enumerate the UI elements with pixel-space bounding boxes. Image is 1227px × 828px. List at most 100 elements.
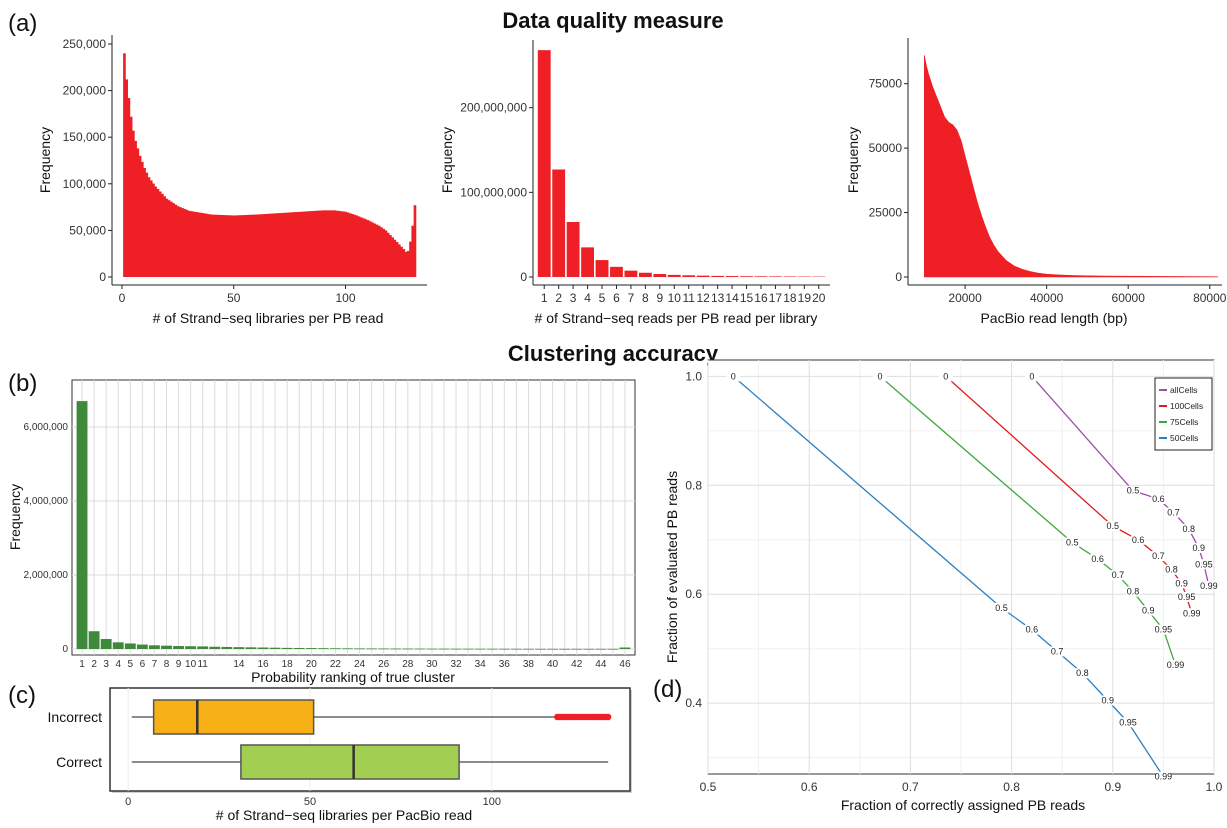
point-label: 0.9 — [1175, 578, 1188, 588]
histogram-bar — [368, 221, 372, 277]
point-label: 0.7 — [1167, 508, 1180, 518]
point-label-backdrop — [1201, 581, 1216, 592]
histogram-bar — [156, 189, 160, 277]
x-tick-label: 16 — [754, 291, 768, 305]
point-label: 0.95 — [1155, 625, 1173, 635]
y-tick-label: 150,000 — [63, 130, 107, 144]
box — [152, 699, 315, 735]
histogram-bar — [353, 214, 356, 277]
point-label-backdrop — [1184, 608, 1199, 619]
x-tick-label: 11 — [197, 659, 208, 670]
histogram-bar — [319, 210, 323, 277]
bar — [498, 648, 510, 650]
histogram-bar — [299, 211, 303, 277]
y-tick-label: 2,000,000 — [24, 570, 69, 581]
point-label-backdrop — [1100, 695, 1115, 706]
x-tick-label: 7 — [152, 659, 158, 670]
x-tick-label: 14 — [233, 659, 245, 670]
x-tick-label: 1.0 — [1206, 780, 1223, 794]
histogram-bar — [254, 214, 258, 277]
y-tick-label: 0 — [895, 270, 902, 284]
bar — [269, 647, 281, 649]
histogram-bar — [261, 214, 265, 277]
y-tick-label: 25000 — [869, 206, 903, 220]
bar — [414, 648, 426, 650]
bar — [378, 648, 390, 650]
bar — [221, 646, 233, 649]
point-label: 0.8 — [1182, 524, 1195, 534]
histogram-bar — [147, 177, 151, 277]
y-tick-label: 0.8 — [685, 478, 702, 492]
x-tick-label: 10 — [668, 291, 682, 305]
y-tick-label: 75000 — [869, 77, 903, 91]
histogram-bar — [163, 196, 166, 277]
x-tick-label: 40000 — [1030, 291, 1064, 305]
x-tick-label: 50 — [227, 291, 241, 305]
histogram-bar — [241, 215, 245, 277]
bar — [566, 221, 580, 277]
histogram-bar — [391, 237, 394, 277]
histogram-bar — [167, 200, 171, 277]
x-tick-label: 40 — [547, 659, 559, 670]
histogram-bar — [170, 201, 173, 277]
histogram-bar — [232, 215, 236, 277]
histogram-bar — [360, 217, 363, 277]
point-label: 0.7 — [1112, 570, 1125, 580]
point-label-backdrop — [1120, 717, 1135, 728]
x-tick-label: 36 — [499, 659, 511, 670]
histogram-bar — [136, 148, 140, 277]
bar — [185, 646, 197, 649]
histogram-bar — [304, 211, 307, 277]
bar — [559, 648, 571, 650]
x-tick-label: 13 — [711, 291, 725, 305]
point-label: 0.5 — [1127, 486, 1140, 496]
point-label-backdrop — [1065, 537, 1080, 548]
bar — [535, 648, 546, 650]
point-label-backdrop — [1090, 553, 1105, 564]
bar — [595, 260, 609, 277]
histogram-area — [924, 55, 1219, 278]
point-label-backdrop — [1126, 586, 1141, 597]
histogram-bar — [266, 213, 269, 277]
x-axis-title: Fraction of correctly assigned PB reads — [841, 797, 1085, 813]
histogram-bar — [348, 213, 352, 277]
bar — [474, 648, 486, 650]
y-tick-label: 50000 — [869, 141, 903, 155]
histogram-bar — [230, 215, 234, 277]
x-tick-label: 0.8 — [1003, 780, 1020, 794]
point-label: 0.5 — [1066, 537, 1079, 547]
histogram-bar — [185, 209, 189, 277]
x-tick-label: 16 — [257, 659, 269, 670]
bar — [209, 646, 221, 649]
bar — [537, 50, 551, 278]
histogram-bar — [268, 213, 272, 277]
x-tick-label: 5 — [599, 291, 606, 305]
bar — [257, 647, 269, 649]
histogram-bar — [310, 211, 314, 277]
y-axis-title: Frequency — [439, 127, 455, 193]
chart-fraction-lines: 00.50.60.70.80.90.950.9900.50.60.70.80.9… — [664, 359, 1223, 813]
point-label: 0.8 — [1076, 668, 1089, 678]
point-label: 0 — [731, 371, 736, 381]
point-label-backdrop — [1181, 523, 1196, 534]
bar — [619, 647, 631, 649]
histogram-bar — [306, 211, 310, 277]
histogram-bar — [252, 214, 256, 277]
x-tick-label: 4 — [584, 291, 591, 305]
x-axis-title: # of Strand−seq reads per PB read per li… — [535, 310, 818, 326]
histogram-bar — [292, 212, 296, 277]
histogram-bar — [183, 208, 187, 277]
bar — [607, 648, 619, 650]
bar — [581, 247, 594, 277]
x-tick-label: 11 — [682, 291, 695, 305]
point-label: 0.9 — [1193, 543, 1206, 553]
x-tick-label: 7 — [628, 291, 635, 305]
histogram-bar — [400, 246, 403, 277]
histogram-bar — [134, 140, 137, 277]
chart-boxplot: Incorrect Correct 0 50 100 # of Strand−seq li… — [48, 687, 632, 823]
histogram-bar — [138, 155, 142, 277]
bar — [124, 643, 136, 649]
point-label: 0.7 — [1051, 646, 1064, 656]
x-axis-title: # of Strand−seq libraries per PacBio rea… — [216, 807, 472, 823]
point-label-backdrop — [1191, 542, 1206, 553]
